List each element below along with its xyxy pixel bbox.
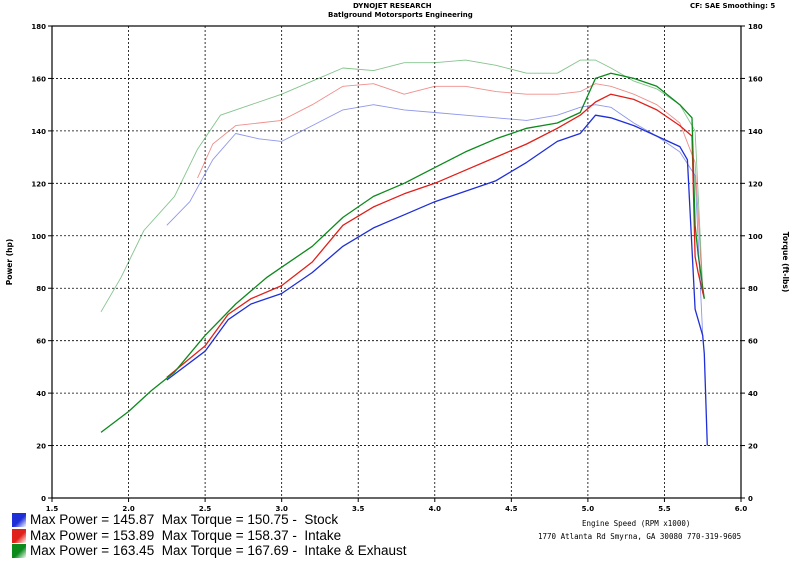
y-tick-label: 140 xyxy=(31,128,46,136)
x-tick-label: 3.0 xyxy=(275,505,288,513)
y-tick-label: 180 xyxy=(31,23,46,31)
chart-title: DYNOJET RESEARCH xyxy=(353,2,432,10)
chart-subtitle: Batlground Motorsports Engineering xyxy=(328,11,473,19)
chart-settings: CF: SAE Smoothing: 5 xyxy=(690,2,776,10)
y-tick-label: 160 xyxy=(31,75,46,83)
chart-grid xyxy=(48,25,745,502)
y2-tick-label: 180 xyxy=(748,23,763,31)
y-tick-label: 0 xyxy=(41,495,46,503)
legend-swatch xyxy=(12,512,26,527)
y-tick-label: 80 xyxy=(36,285,46,293)
x-axis-title: Engine Speed (RPM x1000) xyxy=(582,519,691,528)
x-tick-label: 5.0 xyxy=(582,505,595,513)
y-tick-label: 120 xyxy=(31,180,46,188)
y-tick-label: 40 xyxy=(36,390,46,398)
y-tick-label: 100 xyxy=(31,233,46,241)
y2-tick-label: 40 xyxy=(748,390,758,398)
x-tick-label: 5.5 xyxy=(658,505,671,513)
x-tick-label: 4.5 xyxy=(505,505,518,513)
plot-frame xyxy=(51,25,742,499)
x-tick-label: 3.5 xyxy=(352,505,365,513)
y-tick-label: 20 xyxy=(36,443,46,451)
y2-tick-label: 80 xyxy=(748,285,758,293)
y2-tick-label: 0 xyxy=(748,495,753,503)
series-line-torque-stock xyxy=(166,104,704,336)
series-line-power-stock xyxy=(166,114,708,446)
x-tick-label: 6.0 xyxy=(735,505,748,513)
y2-tick-label: 60 xyxy=(748,338,758,346)
series-line-torque-intake-exhaust xyxy=(100,59,704,313)
y2-tick-label: 120 xyxy=(748,180,763,188)
y-tick-label: 60 xyxy=(36,338,46,346)
y2-tick-label: 160 xyxy=(748,75,763,83)
legend-label: Max Power = 153.89 Max Torque = 158.37 -… xyxy=(30,528,342,543)
legend-swatch xyxy=(12,543,26,558)
y2-axis-title: Torque (ft-lbs) xyxy=(781,232,790,293)
x-tick-label: 1.5 xyxy=(46,505,59,513)
series-line-power-intake-exhaust xyxy=(100,72,705,433)
x-tick-label: 2.5 xyxy=(199,505,212,513)
legend-entry: Max Power = 145.87 Max Torque = 150.75 -… xyxy=(12,512,338,527)
legend-swatch xyxy=(12,528,26,543)
chart-axis-titles: Power (hp) Torque (ft-lbs) xyxy=(5,232,790,293)
x-tick-label: 4.0 xyxy=(429,505,442,513)
legend-label: Max Power = 145.87 Max Torque = 150.75 -… xyxy=(30,512,339,527)
address-text: 1770 Atlanta Rd Smyrna, GA 30080 770-319… xyxy=(538,532,742,541)
y2-tick-label: 20 xyxy=(748,443,758,451)
y2-tick-label: 140 xyxy=(748,128,763,136)
legend-entry: Max Power = 163.45 Max Torque = 167.69 -… xyxy=(12,543,406,558)
x-tick-label: 2.0 xyxy=(122,505,135,513)
legend-label: Max Power = 163.45 Max Torque = 167.69 -… xyxy=(30,543,407,558)
y2-tick-label: 100 xyxy=(748,233,763,241)
legend-entry: Max Power = 153.89 Max Torque = 158.37 -… xyxy=(12,528,341,543)
series-line-torque-intake xyxy=(197,83,704,294)
chart-series xyxy=(100,59,708,446)
y-axis-title: Power (hp) xyxy=(5,239,14,286)
